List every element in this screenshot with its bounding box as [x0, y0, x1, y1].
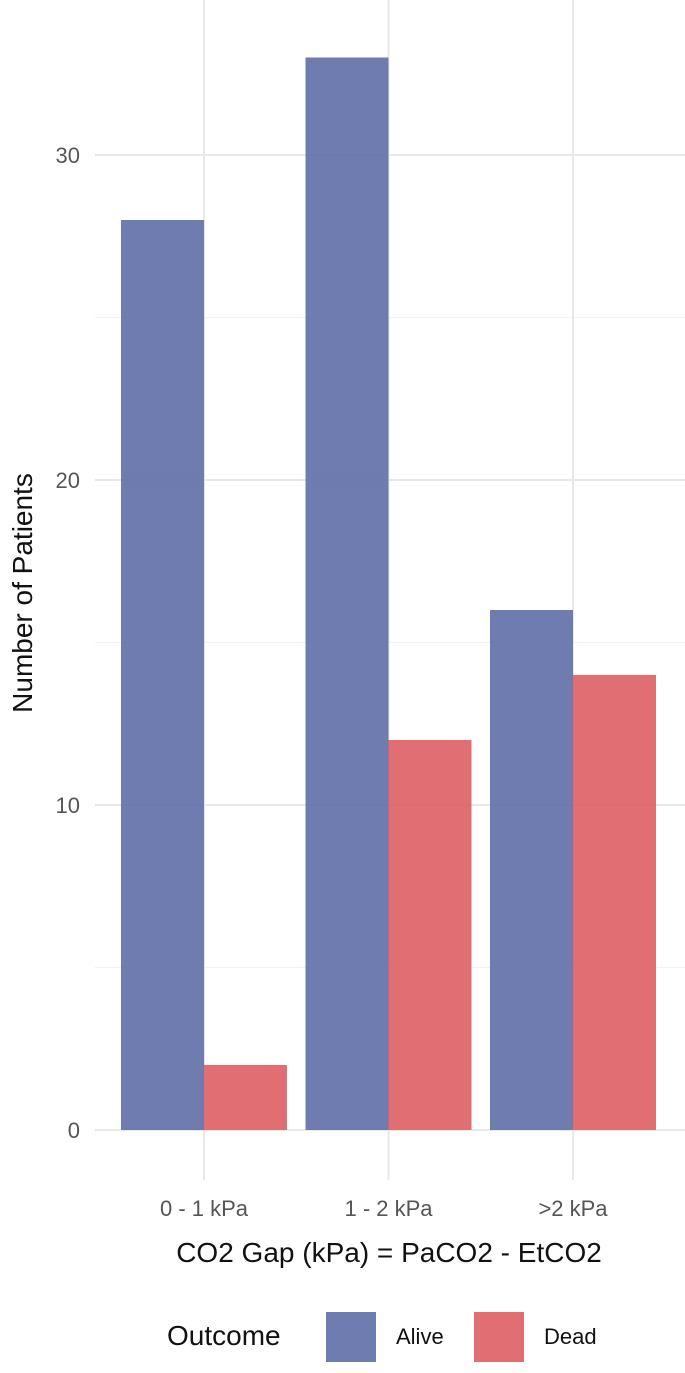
x-tick-label: 1 - 2 kPa: [344, 1196, 433, 1221]
bar-dead-2: [388, 740, 472, 1130]
bar-alive-2: [305, 57, 389, 1130]
y-tick-label: 10: [56, 793, 80, 818]
legend-label-alive: Alive: [396, 1324, 444, 1349]
legend-swatch-alive: [326, 1312, 376, 1362]
x-tick-label: 0 - 1 kPa: [160, 1196, 249, 1221]
y-axis-title: Number of Patients: [7, 473, 38, 713]
bar-alive-3: [490, 610, 573, 1130]
bar-dead-3: [573, 675, 656, 1130]
x-axis-ticks: 0 - 1 kPa 1 - 2 kPa >2 kPa: [160, 1196, 608, 1221]
legend-title: Outcome: [167, 1320, 281, 1351]
bars: [121, 57, 656, 1130]
x-axis-title: CO2 Gap (kPa) = PaCO2 - EtCO2: [176, 1237, 602, 1268]
bar-alive-1: [121, 220, 204, 1130]
x-tick-label: >2 kPa: [538, 1196, 608, 1221]
legend: Outcome Alive Dead: [167, 1312, 597, 1362]
legend-label-dead: Dead: [544, 1324, 597, 1349]
y-tick-label: 30: [56, 143, 80, 168]
legend-swatch-dead: [474, 1312, 524, 1362]
bar-dead-1: [204, 1065, 287, 1130]
y-tick-label: 0: [68, 1118, 80, 1143]
y-tick-label: 20: [56, 468, 80, 493]
y-axis-ticks: 0 10 20 30: [56, 143, 80, 1143]
